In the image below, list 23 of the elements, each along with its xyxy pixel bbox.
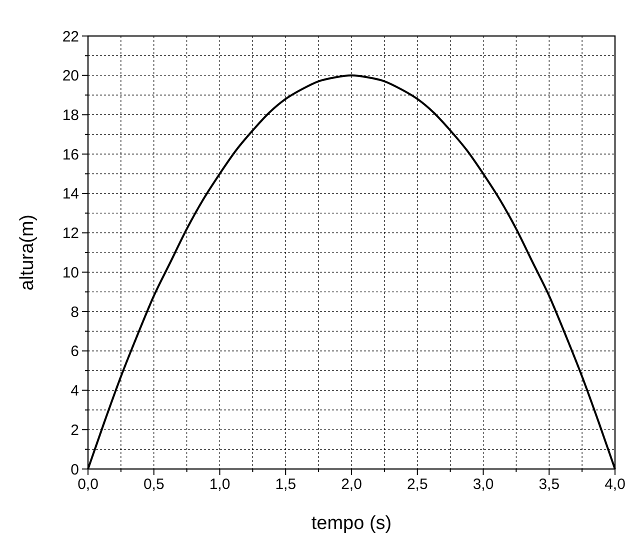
x-tick-label: 1,5: [275, 476, 296, 493]
y-tick-label: 4: [70, 382, 79, 400]
y-tick-label: 2: [70, 422, 79, 439]
x-tick-label: 0,0: [78, 476, 98, 493]
y-tick-label: 12: [62, 225, 79, 242]
y-tick-label: 22: [62, 28, 79, 46]
x-axis-title: tempo (s): [311, 513, 392, 534]
y-tick-label: 0: [70, 461, 79, 478]
x-tick-label: 3,5: [538, 476, 560, 493]
x-tick-label: 2,5: [406, 476, 428, 493]
y-tick-label: 20: [62, 68, 79, 85]
x-tick-label: 1,0: [209, 476, 230, 493]
y-tick-label: 18: [62, 106, 79, 124]
y-tick-label: 8: [70, 304, 79, 321]
x-tick-label: 2,0: [341, 476, 362, 493]
y-tick-label: 16: [62, 146, 79, 164]
y-tick-label: 6: [70, 343, 79, 360]
x-tick-label: 3,0: [472, 476, 494, 493]
x-tick-label: 0,5: [143, 476, 164, 493]
y-axis-title: altura(m): [17, 214, 38, 291]
y-tick-label: 14: [62, 186, 79, 203]
x-tick-label: 4,0: [604, 476, 626, 493]
y-tick-label: 10: [62, 264, 79, 282]
